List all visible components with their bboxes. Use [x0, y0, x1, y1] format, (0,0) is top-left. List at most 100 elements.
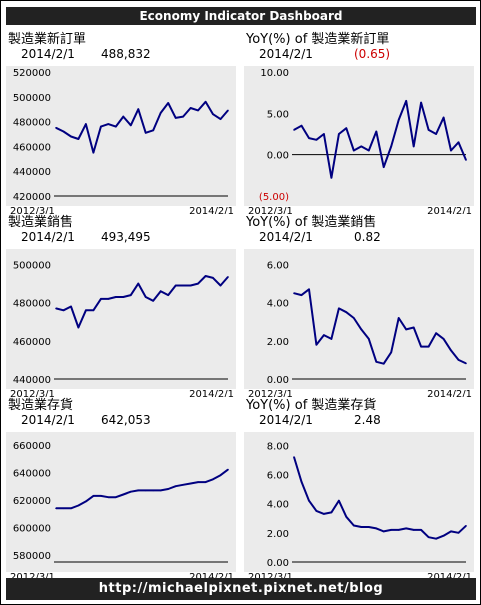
data-point: [204, 275, 207, 277]
panel-title: YoY(%) of 製造業存貨: [246, 398, 377, 413]
panel-date: 2014/2/1: [21, 413, 75, 427]
chart-inventory: 660000 640000 620000 600000 580000 2012/3/1 20…: [6, 432, 236, 580]
data-point: [427, 129, 430, 131]
data-point: [465, 362, 467, 365]
series-line: [293, 456, 467, 540]
data-point: [442, 534, 445, 537]
data-point: [122, 493, 125, 496]
chart-sales-yoy: 6.00 4.00 2.00 0.00 2012/3/1 2014/2/1: [244, 249, 474, 397]
data-point: [189, 284, 192, 287]
data-point: [315, 510, 318, 512]
panel-value: 0.82: [354, 230, 381, 244]
plot-area: [6, 249, 236, 389]
x-tick-label-start: 2012/3/1: [248, 389, 293, 397]
data-point: [219, 284, 222, 287]
data-point: [345, 127, 348, 129]
data-point: [397, 119, 400, 121]
data-point: [293, 456, 295, 458]
data-point: [450, 530, 452, 533]
data-point: [390, 529, 392, 531]
data-point: [167, 102, 169, 104]
blog-url-link[interactable]: http://michaelpixnet.pixnet.net/blog: [6, 578, 476, 600]
data-point: [360, 145, 363, 148]
data-point: [420, 529, 422, 531]
y-tick-label: 2.00: [267, 337, 289, 348]
panel-new-orders: 製造業新訂單 2014/2/1 488,832 520000 500000 4800…: [6, 28, 236, 214]
data-point: [308, 137, 310, 139]
data-point: [300, 124, 303, 127]
x-tick-label-start: 2012/3/1: [248, 572, 293, 580]
data-point: [55, 507, 57, 510]
series-line: [55, 275, 229, 329]
data-point: [219, 118, 222, 120]
data-point: [122, 115, 125, 118]
data-point: [427, 536, 430, 538]
y-tick-label: 8.00: [267, 441, 289, 452]
data-point: [323, 334, 325, 336]
dashboard-title: Economy Indicator Dashboard: [6, 7, 476, 25]
panel-new-orders-yoy: YoY(%) of 製造業新訂單 2014/2/1 (0.65) 10.00 5.…: [244, 28, 474, 214]
data-point: [382, 166, 385, 168]
panel-inventory: 製造業存貨 2014/2/1 642,053 660000 640000 62000…: [6, 394, 236, 580]
data-point: [77, 138, 80, 140]
data-point: [70, 135, 72, 138]
data-point: [315, 139, 318, 141]
data-point: [405, 527, 407, 530]
panel-date: 2014/2/1: [21, 230, 75, 244]
plot-area: [244, 66, 474, 206]
y-tick-label: 640000: [13, 468, 51, 479]
data-point: [100, 298, 102, 300]
data-point: [405, 100, 407, 102]
data-point: [85, 500, 87, 503]
data-point: [204, 101, 207, 103]
y-tick-label: 420000: [13, 192, 51, 203]
data-point: [293, 129, 295, 131]
data-point: [420, 101, 422, 104]
y-tick-label: 500000: [13, 93, 51, 104]
y-tick-label: 460000: [13, 337, 51, 348]
plot-area: [244, 432, 474, 572]
data-point: [338, 133, 340, 135]
x-tick-label-end: 2014/2/1: [189, 572, 234, 580]
x-tick-label-end: 2014/2/1: [427, 206, 472, 214]
data-point: [368, 149, 370, 152]
plot-area: [6, 66, 236, 206]
y-tick-label: 2.00: [267, 529, 289, 540]
data-point: [197, 109, 199, 112]
y-tick-label: 600000: [13, 524, 51, 535]
data-point: [212, 277, 214, 279]
y-tick-label: 660000: [13, 441, 51, 452]
data-point: [227, 468, 229, 471]
y-tick-label: 580000: [13, 551, 51, 562]
x-tick-label-end: 2014/2/1: [189, 389, 234, 397]
data-point: [338, 499, 340, 502]
panel-date: 2014/2/1: [259, 47, 313, 61]
chart-new-orders: 520000 500000 480000 460000 440000 420000 2012…: [6, 66, 236, 214]
y-tick-label: 5.00: [267, 109, 289, 120]
panel-title: 製造業新訂單: [8, 32, 87, 47]
data-point: [100, 125, 102, 128]
data-point: [330, 511, 333, 514]
y-tick-label: 480000: [13, 118, 51, 129]
data-point: [189, 482, 192, 485]
data-point: [323, 133, 325, 135]
data-point: [412, 145, 415, 148]
x-tick-label-start: 2012/3/1: [10, 572, 55, 580]
plot-area: [244, 249, 474, 389]
data-point: [345, 516, 348, 518]
data-point: [219, 474, 222, 476]
data-point: [100, 495, 102, 497]
data-point: [412, 326, 415, 329]
data-point: [227, 109, 229, 112]
chart-inventory-yoy: 8.00 6.00 4.00 2.00 0.00 2012/3/1 2014/2/1: [244, 432, 474, 580]
data-point: [159, 489, 162, 492]
data-point: [360, 526, 363, 528]
data-point: [85, 309, 87, 312]
panel-sales-yoy: YoY(%) of 製造業銷售 2014/2/1 0.82 6.00 4.00 2.…: [244, 211, 474, 397]
y-tick-label: 520000: [13, 68, 51, 79]
panel-sales: 製造業銷售 2014/2/1 493,495 500000 480000 46000…: [6, 211, 236, 397]
x-tick-label-start: 2012/3/1: [248, 206, 293, 214]
data-point: [137, 282, 140, 285]
data-point: [353, 317, 355, 319]
data-point: [457, 141, 460, 144]
